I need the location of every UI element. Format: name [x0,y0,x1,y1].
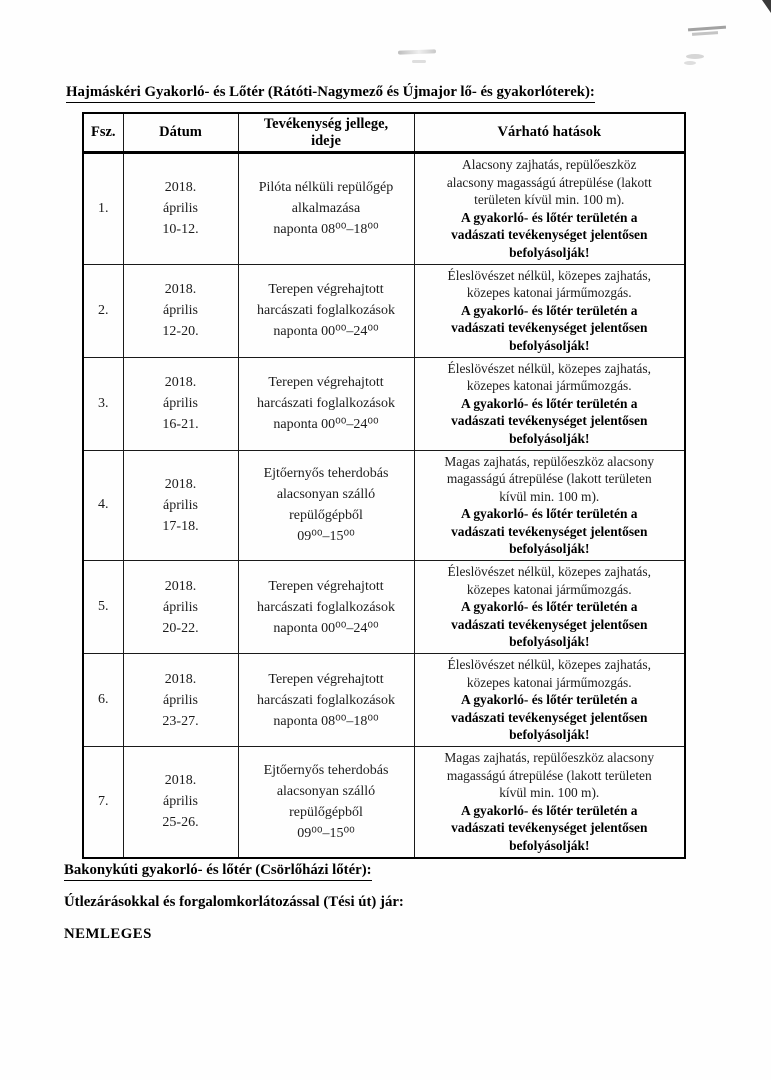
cell-activity: Terepen végrehajtott harcászati foglalko… [237,653,415,747]
cell-activity: Ejtőernyős teherdobás alacsonyan szálló … [237,745,415,859]
impact-bold-text: A gyakorló- és lőtér területén a vadásza… [451,802,648,853]
impact-text: Éleslövészet nélkül, közepes zajhatás, k… [447,564,651,597]
cell-impact: Magas zajhatás, repülőeszköz alacsony ma… [413,449,686,562]
cell-impact: Alacsony zajhatás, repülőeszköz alacsony… [413,152,686,265]
scan-corner-mark [762,0,771,13]
cell-fsz: 3. [82,356,124,451]
cell-fsz: 6. [82,653,124,747]
impact-bold-text: A gyakorló- és lőtér területén a vadásza… [451,692,648,743]
scan-smudge [691,31,719,36]
cell-impact: Éleslövészet nélkül, közepes zajhatás, k… [413,560,686,655]
cell-fsz: 7. [82,745,124,859]
cell-activity: Terepen végrehajtott harcászati foglalko… [237,263,415,358]
impact-text: Alacsony zajhatás, repülőeszköz alacsony… [446,157,652,208]
cell-fsz: 1. [82,152,124,265]
table-row: 3. 2018. április 16-21. Terepen végrehaj… [82,356,686,451]
table-row: 5. 2018. április 20-22. Terepen végrehaj… [82,560,686,655]
cell-datum: 2018. április 23-27. [122,653,239,747]
impact-text: Éleslövészet nélkül, közepes zajhatás, k… [447,657,651,690]
scan-smudge [686,54,704,59]
cell-fsz: 4. [82,449,124,562]
footer-statement: Útlezárásokkal és forgalomkorlátozással … [64,894,404,910]
impact-bold-text: A gyakorló- és lőtér területén a vadásza… [451,209,648,260]
cell-impact: Éleslövészet nélkül, közepes zajhatás, k… [413,356,686,451]
header-impact: Várható hatások [413,112,686,154]
schedule-table: Fsz. Dátum Tevékenység jellege, ideje Vá… [82,112,686,859]
cell-activity: Ejtőernyős teherdobás alacsonyan szálló … [237,449,415,562]
cell-fsz: 2. [82,263,124,358]
table-row: 7. 2018. április 25-26. Ejtőernyős teher… [82,745,686,859]
scan-smudge [397,49,437,55]
table-row: 2. 2018. április 12-20. Terepen végrehaj… [82,263,686,358]
table-header-row: Fsz. Dátum Tevékenység jellege, ideje Vá… [82,112,686,154]
cell-datum: 2018. április 12-20. [122,263,239,358]
cell-datum: 2018. április 20-22. [122,560,239,655]
header-datum: Dátum [122,112,239,154]
impact-text: Éleslövészet nélkül, közepes zajhatás, k… [447,360,651,394]
impact-text: Magas zajhatás, repülőeszköz alacsony ma… [444,750,655,801]
cell-datum: 2018. április 17-18. [122,449,239,562]
cell-activity: Pilóta nélküli repülőgép alkalmazása nap… [237,152,415,265]
document-title: Hajmáskéri Gyakorló- és Lőtér (Rátóti-Na… [66,84,595,103]
impact-bold-text: A gyakorló- és lőtér területén a vadásza… [451,395,648,446]
impact-text: Éleslövészet nélkül, közepes zajhatás, k… [447,267,651,301]
table-row: 1. 2018. április 10-12. Pilóta nélküli r… [82,152,686,265]
cell-impact: Éleslövészet nélkül, közepes zajhatás, k… [413,653,686,747]
cell-impact: Éleslövészet nélkül, közepes zajhatás, k… [413,263,686,358]
header-activity: Tevékenység jellege, ideje [237,112,415,154]
scan-smudge [412,60,426,63]
cell-impact: Magas zajhatás, repülőeszköz alacsony ma… [413,745,686,859]
scan-smudge [687,25,727,32]
cell-activity: Terepen végrehajtott harcászati foglalko… [237,356,415,451]
footer-heading: Bakonykúti gyakorló- és lőtér (Csörlőház… [64,862,372,881]
cell-activity: Terepen végrehajtott harcászati foglalko… [237,560,415,655]
impact-bold-text: A gyakorló- és lőtér területén a vadásza… [451,302,648,353]
cell-datum: 2018. április 10-12. [122,152,239,265]
footer-answer: NEMLEGES [64,926,152,942]
table-row: 4. 2018. április 17-18. Ejtőernyős teher… [82,449,686,562]
cell-datum: 2018. április 16-21. [122,356,239,451]
scan-smudge [684,61,696,65]
impact-bold-text: A gyakorló- és lőtér területén a vadásza… [451,599,648,650]
cell-datum: 2018. április 25-26. [122,745,239,859]
impact-text: Magas zajhatás, repülőeszköz alacsony ma… [444,453,655,504]
header-fsz: Fsz. [82,112,124,154]
cell-fsz: 5. [82,560,124,655]
impact-bold-text: A gyakorló- és lőtér területén a vadásza… [451,506,648,557]
table-row: 6. 2018. április 23-27. Terepen végrehaj… [82,653,686,747]
